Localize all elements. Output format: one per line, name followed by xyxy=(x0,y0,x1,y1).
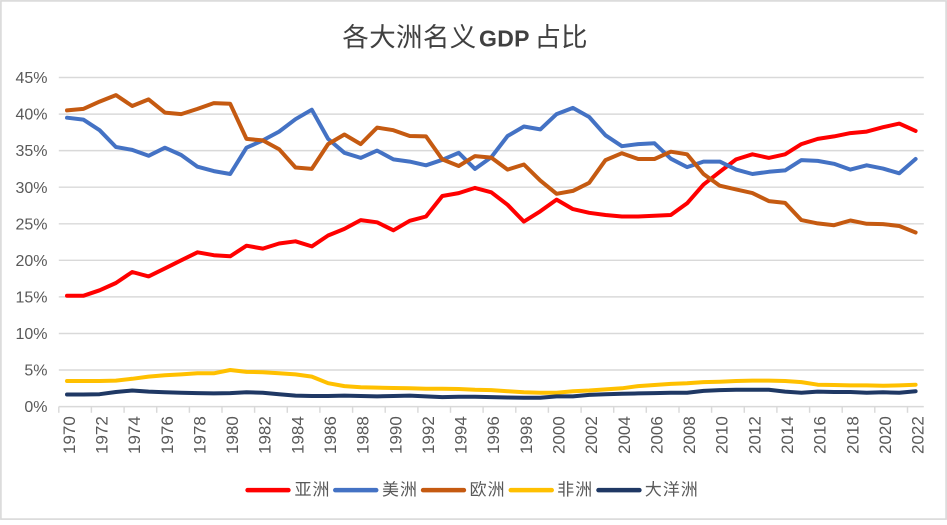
svg-text:40%: 40% xyxy=(15,107,47,124)
svg-text:20%: 20% xyxy=(15,253,47,270)
svg-text:2004: 2004 xyxy=(615,416,634,454)
svg-text:25%: 25% xyxy=(15,216,47,233)
svg-text:1972: 1972 xyxy=(93,416,112,454)
svg-text:GDP: GDP xyxy=(479,25,530,51)
svg-text:1998: 1998 xyxy=(517,416,536,454)
svg-text:1988: 1988 xyxy=(354,416,373,454)
svg-text:1970: 1970 xyxy=(60,416,79,454)
svg-text:2014: 2014 xyxy=(778,416,797,454)
svg-text:35%: 35% xyxy=(15,143,47,160)
svg-text:2006: 2006 xyxy=(647,416,666,454)
svg-text:1992: 1992 xyxy=(419,416,438,454)
svg-text:30%: 30% xyxy=(15,180,47,197)
svg-text:15%: 15% xyxy=(15,290,47,307)
svg-text:2008: 2008 xyxy=(680,416,699,454)
svg-text:5%: 5% xyxy=(24,363,47,380)
svg-text:2020: 2020 xyxy=(876,416,895,454)
svg-text:1996: 1996 xyxy=(484,416,503,454)
svg-text:1982: 1982 xyxy=(256,416,275,454)
svg-text:45%: 45% xyxy=(15,70,47,87)
svg-text:1980: 1980 xyxy=(223,416,242,454)
svg-text:1974: 1974 xyxy=(125,416,144,454)
svg-text:1978: 1978 xyxy=(190,416,209,454)
svg-text:2000: 2000 xyxy=(550,416,569,454)
svg-text:2002: 2002 xyxy=(582,416,601,454)
svg-text:2018: 2018 xyxy=(843,416,862,454)
svg-text:1984: 1984 xyxy=(288,416,307,454)
svg-text:10%: 10% xyxy=(15,326,47,343)
svg-text:1976: 1976 xyxy=(158,416,177,454)
svg-text:1994: 1994 xyxy=(452,416,471,454)
svg-text:2012: 2012 xyxy=(745,416,764,454)
svg-text:1990: 1990 xyxy=(386,416,405,454)
svg-text:2022: 2022 xyxy=(909,416,928,454)
svg-text:2016: 2016 xyxy=(811,416,830,454)
svg-text:0%: 0% xyxy=(24,399,47,416)
svg-text:1986: 1986 xyxy=(321,416,340,454)
svg-text:2010: 2010 xyxy=(713,416,732,454)
